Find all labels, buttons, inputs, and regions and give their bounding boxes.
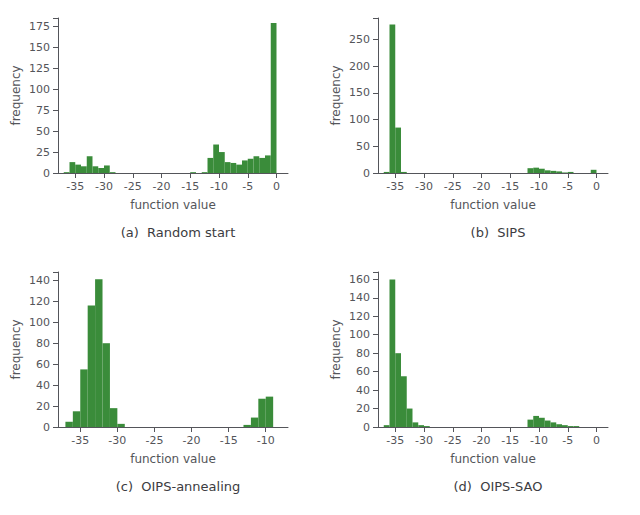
svg-text:(c) OIPS-annealing: (c) OIPS-annealing [116,479,241,494]
svg-text:150: 150 [349,86,370,99]
svg-text:-10: -10 [530,180,548,193]
svg-text:140: 140 [29,274,50,287]
svg-text:0: 0 [43,167,50,180]
svg-text:-25: -25 [124,180,142,193]
svg-text:-10: -10 [257,434,275,447]
svg-text:-10: -10 [530,434,548,447]
svg-text:175: 175 [29,20,50,33]
svg-text:-20: -20 [473,434,491,447]
svg-text:20: 20 [36,400,50,413]
svg-text:60: 60 [36,358,50,371]
svg-text:0: 0 [43,421,50,434]
svg-text:-35: -35 [386,180,404,193]
svg-text:160: 160 [349,273,370,286]
svg-text:-35: -35 [71,434,89,447]
svg-text:(a) Random start: (a) Random start [121,225,236,240]
svg-text:120: 120 [29,295,50,308]
svg-text:-30: -30 [415,434,433,447]
svg-text:-5: -5 [562,434,573,447]
svg-text:40: 40 [356,384,370,397]
svg-text:-25: -25 [444,434,462,447]
svg-text:0: 0 [363,167,370,180]
svg-text:function value: function value [130,198,216,212]
svg-text:-15: -15 [220,434,238,447]
svg-text:function value: function value [450,198,536,212]
svg-text:-25: -25 [145,434,163,447]
svg-text:100: 100 [349,113,370,126]
svg-text:50: 50 [356,140,370,153]
svg-text:100: 100 [29,83,50,96]
svg-text:150: 150 [29,41,50,54]
svg-text:125: 125 [29,62,50,75]
svg-text:140: 140 [349,291,370,304]
svg-text:40: 40 [36,379,50,392]
svg-text:-30: -30 [415,180,433,193]
svg-text:-30: -30 [108,434,126,447]
svg-text:-15: -15 [181,180,199,193]
svg-text:50: 50 [36,125,50,138]
svg-text:120: 120 [349,310,370,323]
svg-text:-20: -20 [473,180,491,193]
svg-text:25: 25 [36,146,50,159]
svg-text:60: 60 [356,365,370,378]
svg-text:(d) OIPS-SAO: (d) OIPS-SAO [454,479,543,494]
svg-text:200: 200 [349,60,370,73]
svg-text:0: 0 [593,434,600,447]
svg-text:0: 0 [363,421,370,434]
svg-text:0: 0 [593,180,600,193]
svg-text:250: 250 [349,33,370,46]
svg-text:100: 100 [29,316,50,329]
svg-text:-20: -20 [183,434,201,447]
svg-text:20: 20 [356,402,370,415]
svg-text:-5: -5 [242,180,253,193]
svg-text:80: 80 [36,337,50,350]
svg-text:(b) SIPS: (b) SIPS [471,225,526,240]
svg-text:frequency: frequency [9,65,23,125]
svg-text:-35: -35 [386,434,404,447]
svg-text:-15: -15 [501,180,519,193]
svg-text:-10: -10 [210,180,228,193]
svg-text:-20: -20 [153,180,171,193]
svg-text:-15: -15 [501,434,519,447]
svg-text:frequency: frequency [9,319,23,379]
svg-text:-35: -35 [66,180,84,193]
svg-text:0: 0 [273,180,280,193]
svg-text:function value: function value [450,452,536,466]
svg-text:-5: -5 [562,180,573,193]
svg-text:-30: -30 [95,180,113,193]
svg-text:function value: function value [130,452,216,466]
svg-text:75: 75 [36,104,50,117]
svg-text:100: 100 [349,328,370,341]
svg-text:-25: -25 [444,180,462,193]
svg-text:frequency: frequency [329,319,343,379]
svg-text:frequency: frequency [329,65,343,125]
svg-text:80: 80 [356,347,370,360]
